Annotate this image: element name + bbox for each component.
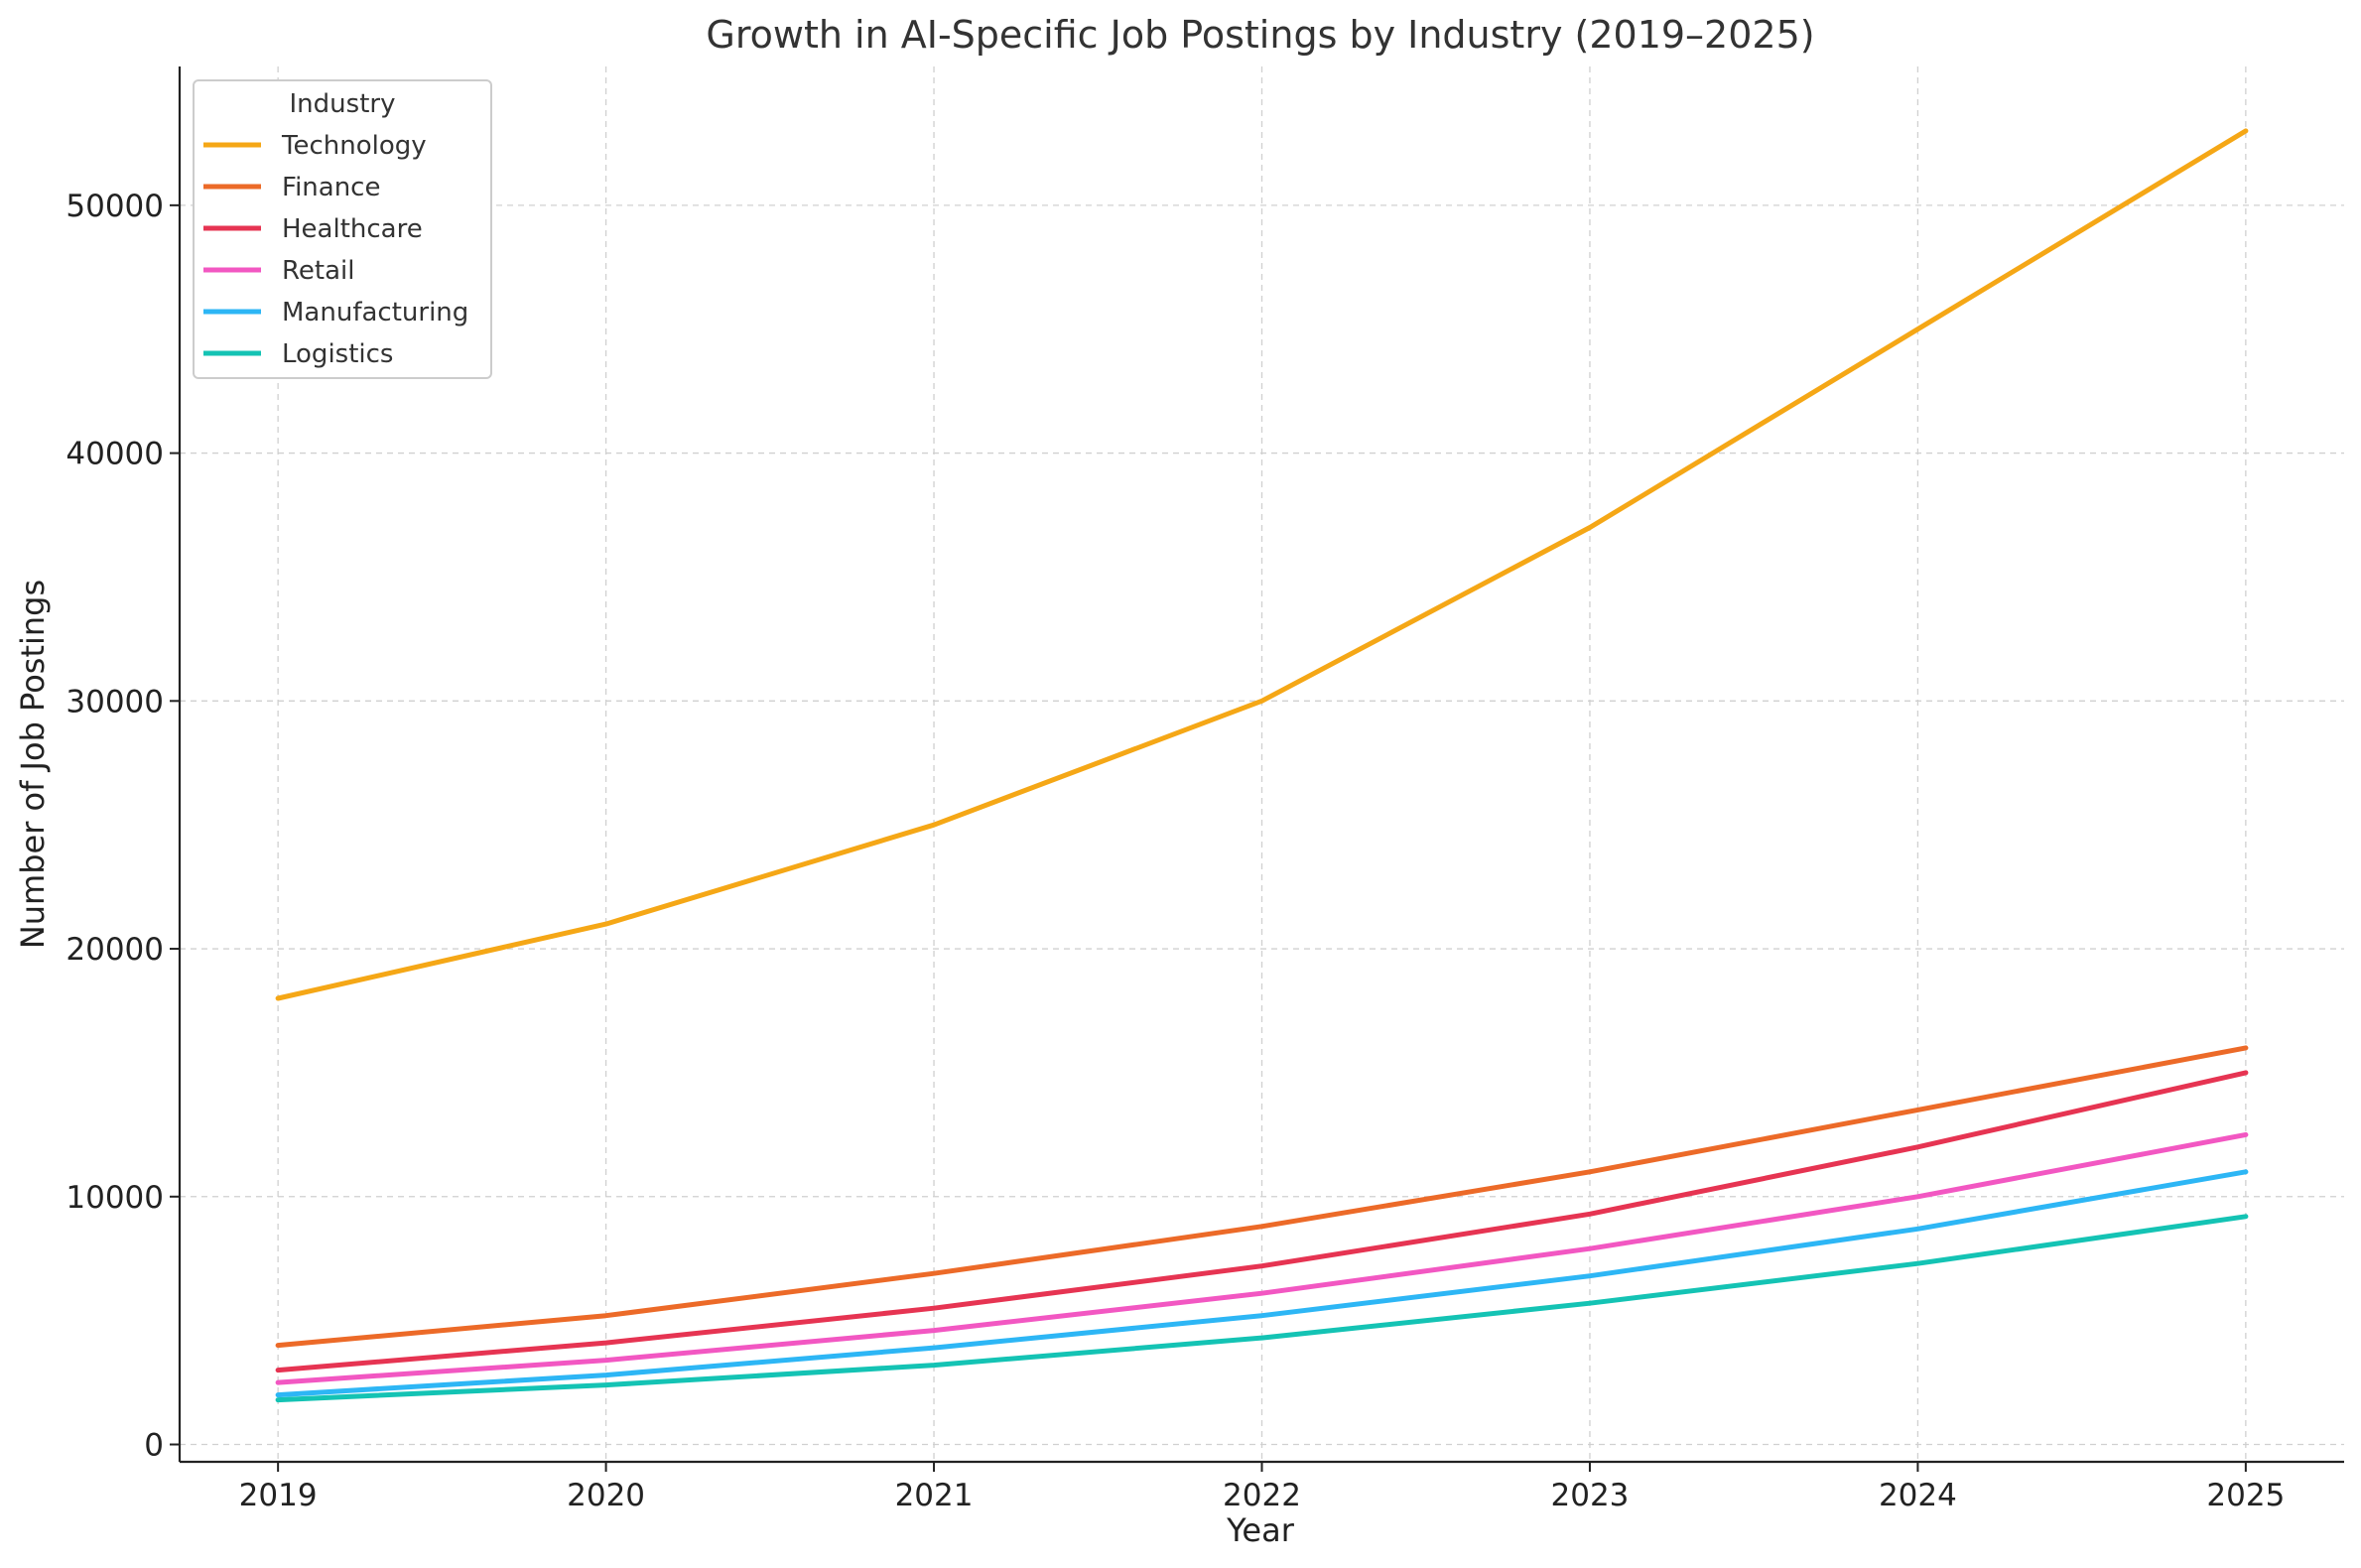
y-tick-label: 50000 <box>66 189 164 224</box>
legend-label-finance: Finance <box>282 173 380 202</box>
y-axis-label: Number of Job Postings <box>14 580 52 949</box>
series-line-retail <box>275 1131 2249 1385</box>
legend: Industry Technology Finance Healthcare Reta… <box>193 79 492 379</box>
series-line-technology <box>275 128 2249 1001</box>
x-tick-label: 2022 <box>1223 1478 1301 1513</box>
series-line-logistics <box>275 1214 2249 1403</box>
y-tick-label: 30000 <box>66 684 164 719</box>
x-tick-label: 2020 <box>567 1478 645 1513</box>
series-line-manufacturing <box>275 1169 2249 1398</box>
legend-items: Technology Finance Healthcare Retail Manufac… <box>203 131 468 369</box>
x-tick-label: 2023 <box>1551 1478 1630 1513</box>
y-tick-label: 0 <box>144 1428 164 1464</box>
x-tick-label: 2019 <box>239 1478 318 1513</box>
legend-label-healthcare: Healthcare <box>282 214 423 244</box>
legend-label-logistics: Logistics <box>282 339 393 369</box>
x-tick-label: 2024 <box>1879 1478 1957 1513</box>
chart-title: Growth in AI-Specific Job Postings by In… <box>706 13 1814 57</box>
grid <box>180 66 2344 1462</box>
y-tick-label: 40000 <box>66 437 164 472</box>
legend-label-technology: Technology <box>281 131 427 161</box>
x-tick-label: 2021 <box>895 1478 974 1513</box>
legend-label-retail: Retail <box>282 256 354 286</box>
ticks: 2019 2020 2021 2022 2023 2024 2025 0 10000 20000 3… <box>66 189 2285 1513</box>
legend-label-manufacturing: Manufacturing <box>282 298 468 327</box>
legend-frame <box>193 79 492 379</box>
y-tick-label: 20000 <box>66 932 164 968</box>
x-axis-label: Year <box>1226 1511 1295 1549</box>
series-line-healthcare <box>275 1070 2249 1373</box>
y-tick-label: 10000 <box>66 1180 164 1216</box>
legend-title: Industry <box>290 89 396 119</box>
x-tick-label: 2025 <box>2206 1478 2285 1513</box>
series-lines <box>275 128 2249 1403</box>
series-line-finance <box>275 1045 2249 1349</box>
